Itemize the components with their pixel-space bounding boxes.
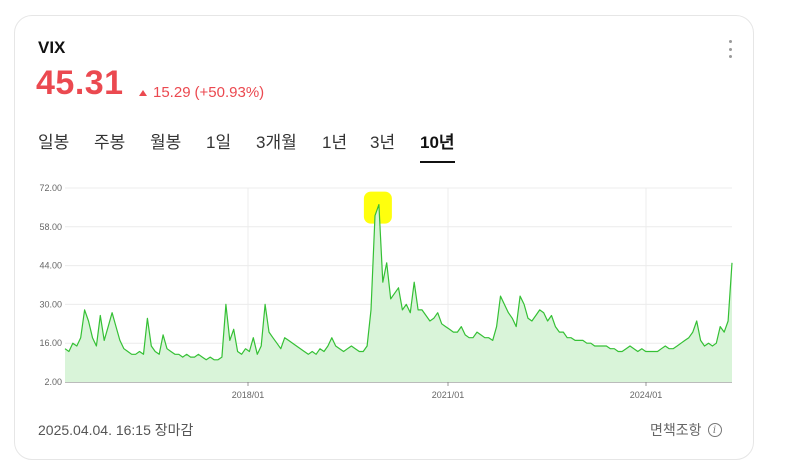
x-tick-label: 2018/01 [232, 390, 265, 400]
tab-6[interactable]: 3년 [370, 133, 396, 152]
y-tick-label: 72.00 [39, 183, 62, 193]
y-tick-label: 44.00 [39, 261, 62, 271]
tab-5[interactable]: 1년 [322, 133, 348, 152]
tab-2[interactable]: 월봉 [150, 133, 182, 152]
y-tick-label: 16.00 [39, 338, 62, 348]
ticker-symbol: VIX [38, 38, 66, 57]
price-chart: 72.00 58.00 44.00 30.00 16.00 2.00 2018/01 2021… [39, 183, 733, 400]
change-value: 15.29 [153, 84, 191, 101]
tab-7[interactable]: 10년 [420, 128, 455, 163]
series-area [65, 204, 732, 382]
tab-4[interactable]: 3개월 [256, 133, 297, 152]
quote-card [14, 15, 754, 460]
disclaimer-label: 면책조항 [650, 422, 702, 438]
y-tick-label: 2.00 [44, 377, 62, 387]
tab-1[interactable]: 주봉 [94, 133, 126, 152]
info-icon: i [707, 423, 722, 437]
y-tick-label: 58.00 [39, 222, 62, 232]
up-arrow-icon [139, 89, 147, 96]
y-tick-label: 30.00 [39, 299, 62, 309]
current-price: 45.31 [36, 64, 124, 102]
x-tick-label: 2021/01 [432, 390, 465, 400]
tab-3[interactable]: 1일 [206, 133, 232, 152]
more-options-icon[interactable] [725, 40, 735, 58]
series-line [64, 204, 733, 361]
change-percent: (+50.93%) [194, 84, 265, 101]
tab-0[interactable]: 일봉 [38, 133, 70, 152]
x-tick-label: 2024/01 [630, 390, 663, 400]
price-change: 15.29 (+50.93%) [139, 84, 264, 101]
market-timestamp: 2025.04.04. 16:15 장마감 [38, 422, 194, 438]
disclaimer-link[interactable]: 면책조항 i [650, 420, 722, 440]
